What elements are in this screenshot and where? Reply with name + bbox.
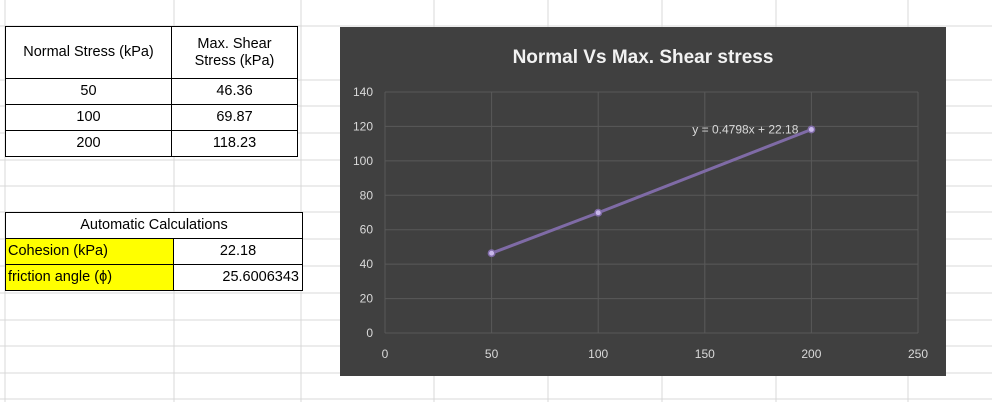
chart-title: Normal Vs Max. Shear stress bbox=[513, 47, 774, 68]
x-tick-label: 250 bbox=[908, 347, 928, 361]
y-tick-label: 140 bbox=[353, 85, 373, 99]
x-tick-label: 0 bbox=[382, 347, 389, 361]
cell-max-shear-stress[interactable]: 69.87 bbox=[171, 104, 298, 131]
header-max-shear-stress[interactable]: Max. Shear Stress (kPa) bbox=[171, 26, 298, 79]
header-max-shear-line2: Stress (kPa) bbox=[194, 52, 275, 69]
trendline-label: y = 0.4798x + 22.18 bbox=[692, 123, 798, 137]
y-tick-label: 80 bbox=[360, 188, 374, 202]
y-tick-label: 120 bbox=[353, 119, 373, 133]
y-tick-label: 20 bbox=[360, 292, 374, 306]
data-point bbox=[487, 249, 496, 258]
y-tick-label: 0 bbox=[366, 326, 373, 340]
x-tick-label: 50 bbox=[485, 347, 499, 361]
y-tick-label: 100 bbox=[353, 154, 373, 168]
chart[interactable]: Normal Vs Max. Shear stress 0 20 40 60 80 100 1… bbox=[340, 27, 946, 376]
cell-max-shear-stress[interactable]: 118.23 bbox=[171, 130, 298, 157]
friction-angle-label[interactable]: friction angle (ϕ) bbox=[5, 264, 174, 291]
x-tick-label: 100 bbox=[588, 347, 608, 361]
cell-normal-stress[interactable]: 50 bbox=[5, 78, 172, 105]
cell-max-shear-stress[interactable]: 46.36 bbox=[171, 78, 298, 105]
header-normal-stress[interactable]: Normal Stress (kPa) bbox=[5, 26, 172, 79]
header-max-shear-line1: Max. Shear bbox=[197, 35, 272, 52]
data-table: Normal Stress (kPa) Max. Shear Stress (k… bbox=[5, 26, 298, 157]
cell-normal-stress[interactable]: 200 bbox=[5, 130, 172, 157]
chart-canvas: Normal Vs Max. Shear stress 0 20 40 60 80 100 1… bbox=[353, 47, 928, 361]
x-tick-label: 200 bbox=[801, 347, 821, 361]
cohesion-value[interactable]: 22.18 bbox=[173, 238, 303, 265]
series-line bbox=[491, 128, 812, 255]
calc-table-title[interactable]: Automatic Calculations bbox=[5, 212, 303, 239]
x-tick-label: 150 bbox=[695, 347, 715, 361]
data-point bbox=[807, 125, 816, 134]
data-point bbox=[594, 208, 603, 217]
cell-normal-stress[interactable]: 100 bbox=[5, 104, 172, 131]
friction-angle-value[interactable]: 25.6006343 bbox=[173, 264, 303, 291]
y-tick-label: 40 bbox=[360, 257, 374, 271]
cohesion-label[interactable]: Cohesion (kPa) bbox=[5, 238, 174, 265]
calc-table: Automatic Calculations Cohesion (kPa) 22… bbox=[5, 212, 303, 291]
y-tick-label: 60 bbox=[360, 223, 374, 237]
